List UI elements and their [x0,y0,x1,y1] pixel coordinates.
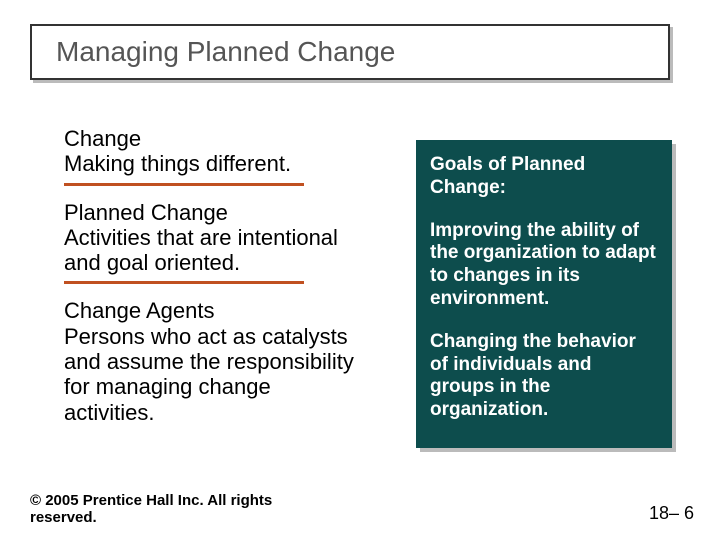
definition-term: Change [64,126,364,151]
definition-term: Planned Change [64,200,364,225]
copyright-text: © 2005 Prentice Hall Inc. All rights res… [30,492,280,527]
definitions-column: Change Making things different. Planned … [64,126,364,433]
goals-panel: Goals of Planned Change: Improving the a… [416,140,672,448]
definition-term: Change Agents [64,298,364,323]
goals-item: Changing the behavior of individuals and… [430,331,658,422]
accent-rule [64,183,304,186]
title-box: Managing Planned Change [30,24,670,80]
definition-block: Change Making things different. [64,126,364,186]
goals-heading: Goals of Planned Change: [430,154,658,200]
page-number: 18– 6 [649,503,694,524]
definition-desc: Persons who act as catalysts and assume … [64,324,364,425]
definition-block: Planned Change Activities that are inten… [64,200,364,285]
page-title: Managing Planned Change [56,36,395,68]
goals-item: Improving the ability of the organizatio… [430,220,658,311]
definition-desc: Activities that are intentional and goal… [64,225,364,276]
accent-rule [64,281,304,284]
definition-desc: Making things different. [64,151,364,176]
definition-block: Change Agents Persons who act as catalys… [64,298,364,424]
